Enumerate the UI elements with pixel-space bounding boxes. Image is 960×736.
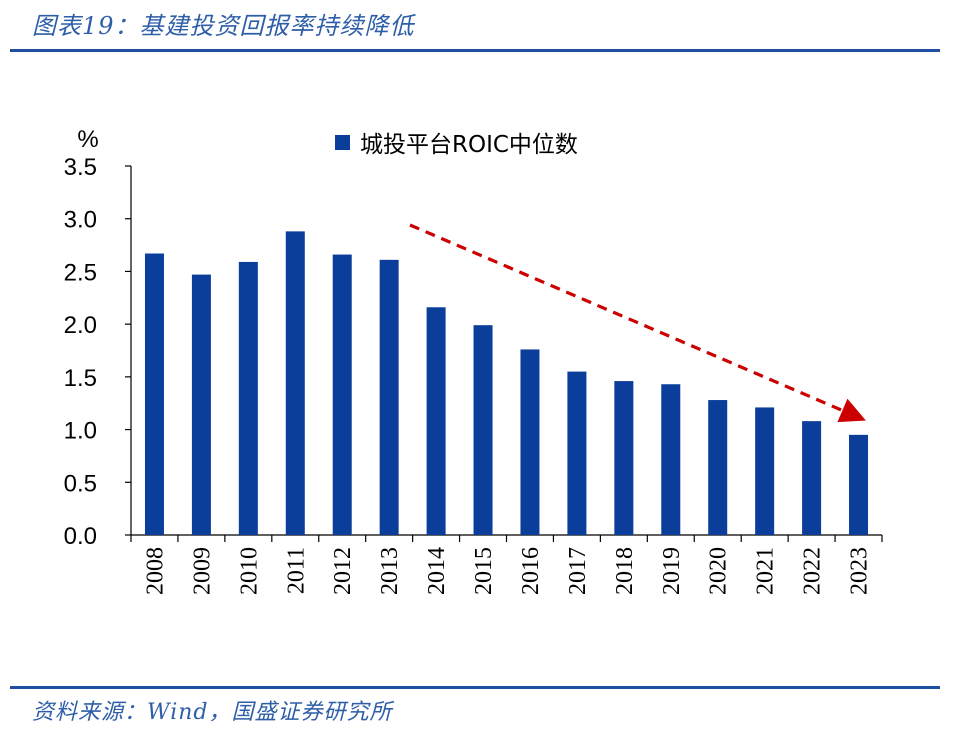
x-tick-label: 2015 xyxy=(471,547,497,595)
x-tick-label: 2017 xyxy=(565,547,591,595)
bar-2011 xyxy=(285,231,305,535)
y-tick-labels: 0.0 0.5 1.0 1.5 2.0 2.5 3.0 3.5% xyxy=(64,126,99,550)
x-tick-label: 2019 xyxy=(659,547,685,595)
bar-2019 xyxy=(661,384,681,535)
source-overline xyxy=(10,686,940,689)
bar-2008 xyxy=(144,253,164,535)
bar-2017 xyxy=(567,371,587,535)
y-tick-label: 1.5 xyxy=(64,365,97,392)
bar-2021 xyxy=(755,407,775,535)
chart-legend: 城投平台ROIC中位数 xyxy=(335,132,578,158)
y-tick-label: 0.0 xyxy=(64,523,97,550)
x-tick-label: 2010 xyxy=(236,547,262,595)
x-tick-label: 2018 xyxy=(612,547,638,595)
y-tick-label: 0.5 xyxy=(64,470,97,497)
bar-2013 xyxy=(379,259,399,535)
bar-2015 xyxy=(473,325,493,535)
y-unit-label: % xyxy=(77,126,98,153)
x-tick-label: 2013 xyxy=(377,547,403,595)
bar-2012 xyxy=(332,254,352,535)
bar-2023 xyxy=(849,434,869,535)
bar-2010 xyxy=(238,261,258,535)
x-tick-label: 2009 xyxy=(189,547,215,595)
x-tick-label: 2012 xyxy=(330,547,356,595)
chart-bars xyxy=(144,231,869,535)
x-tick-label: 2008 xyxy=(142,547,168,595)
figure-title: 图表19：基建投资回报率持续降低 xyxy=(32,12,415,40)
y-tick-label: 3.0 xyxy=(64,207,97,234)
x-tick-label: 2021 xyxy=(753,547,779,595)
bar-2014 xyxy=(426,307,446,535)
bar-2022 xyxy=(802,421,822,535)
x-tick-label: 2020 xyxy=(706,547,732,595)
bar-2016 xyxy=(520,349,540,535)
bar-2018 xyxy=(614,381,634,535)
trend-arrow-line xyxy=(409,223,866,423)
legend-swatch xyxy=(335,135,350,150)
y-tick-label: 2.0 xyxy=(64,312,97,339)
x-tick-label: 2011 xyxy=(283,547,309,594)
bar-2009 xyxy=(191,274,211,535)
figure-source: 资料来源：Wind，国盛证券研究所 xyxy=(32,700,393,725)
y-tick-label: 3.5 xyxy=(64,154,97,181)
x-tick-label: 2022 xyxy=(800,547,826,595)
x-tick-label: 2014 xyxy=(424,547,450,595)
x-tick-label: 2023 xyxy=(847,547,873,595)
x-tick-label: 2016 xyxy=(518,547,544,595)
y-tick-label: 2.5 xyxy=(64,259,97,286)
legend-label: 城投平台ROIC中位数 xyxy=(360,132,578,158)
x-tick-labels: 2008 2009 2010 2011 2012 2013 2014 2015 2016 2017… xyxy=(142,547,872,595)
bar-2020 xyxy=(708,400,728,535)
title-underline xyxy=(10,49,940,52)
trend-arrow xyxy=(409,223,866,423)
y-tick-label: 1.0 xyxy=(64,418,97,445)
